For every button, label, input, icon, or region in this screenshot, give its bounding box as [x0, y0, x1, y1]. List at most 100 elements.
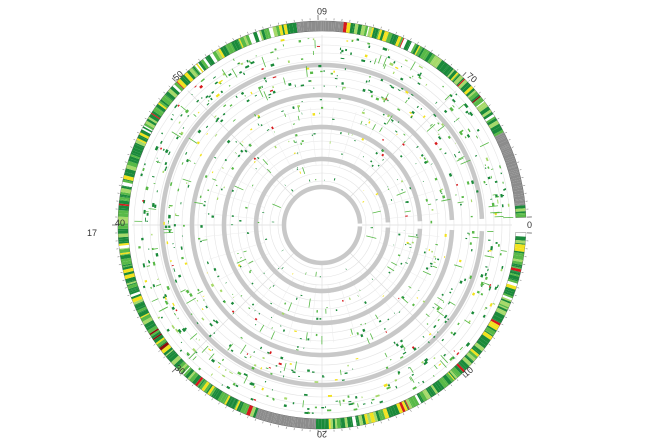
feature-segment: [232, 312, 235, 314]
band-segment: [197, 378, 205, 388]
feature-segment: [352, 368, 354, 370]
feature-segment: [469, 275, 473, 280]
band-segment: [200, 59, 209, 70]
band-segment: [118, 216, 129, 220]
band-segment: [345, 22, 351, 33]
band-segment: [121, 181, 133, 188]
tick-mark: [431, 398, 433, 401]
feature-segment: [383, 122, 387, 125]
feature-segment: [154, 204, 157, 209]
feature-segment: [387, 49, 390, 51]
feature-segment: [353, 408, 358, 411]
feature-streak: [305, 332, 308, 341]
feature-streak: [155, 160, 161, 164]
feature-streak: [458, 156, 465, 160]
tick-mark: [122, 169, 125, 171]
band-segment: [233, 39, 241, 51]
band-segment: [409, 396, 417, 408]
feature-segment: [432, 374, 435, 377]
feature-streak: [261, 56, 266, 68]
feature-segment: [354, 139, 356, 142]
feature-segment: [435, 101, 438, 104]
band-segment: [403, 400, 409, 411]
feature-segment: [268, 96, 271, 99]
feature-segment: [382, 138, 385, 141]
band-segment: [144, 123, 154, 131]
feature-segment: [375, 394, 380, 398]
feature-segment: [382, 113, 385, 116]
grid-spoke-minor: [217, 253, 270, 281]
feature-segment: [484, 167, 487, 169]
feature-segment: [197, 129, 202, 134]
feature-segment: [314, 381, 319, 383]
tick-mark: [130, 146, 133, 148]
band-segment: [376, 29, 381, 40]
feature-segment: [452, 331, 457, 336]
feature-segment: [242, 72, 246, 76]
band-segment: [509, 272, 520, 277]
band-segment: [490, 123, 501, 132]
feature-segment: [164, 293, 168, 298]
band-segment: [491, 317, 502, 324]
feature-segment: [345, 48, 348, 52]
band-segment: [462, 83, 472, 93]
feature-segment: [326, 307, 328, 309]
feature-segment: [413, 347, 417, 351]
grid-spoke-minor: [310, 107, 317, 166]
feature-segment: [319, 275, 321, 278]
grid-spoke-minor: [246, 271, 285, 317]
feature-segment: [205, 125, 209, 129]
tick-mark: [468, 368, 471, 371]
feature-segment: [418, 289, 420, 292]
band-segment: [355, 415, 359, 427]
feature-segment: [365, 124, 367, 126]
band-segment: [286, 23, 291, 34]
feature-streak: [410, 376, 415, 383]
feature-segment: [261, 85, 264, 88]
feature-segment: [466, 181, 470, 185]
feature-segment: [348, 400, 352, 403]
tick-mark: [153, 104, 156, 106]
band-segment: [280, 414, 286, 426]
band-segment: [484, 114, 495, 122]
feature-segment: [156, 157, 158, 159]
grid-spoke-minor: [287, 112, 305, 168]
feature-segment: [435, 243, 439, 246]
feature-segment: [434, 141, 438, 146]
band-segment: [495, 133, 505, 140]
feature-segment: [230, 349, 234, 353]
band-segment: [417, 392, 425, 403]
band-segment: [367, 26, 373, 38]
band-segment: [514, 202, 525, 205]
band-segment: [465, 88, 475, 97]
feature-streak: [234, 185, 244, 191]
feature-streak: [492, 194, 497, 196]
band-segment: [283, 24, 289, 35]
band-segment: [483, 111, 494, 120]
feature-streak: [427, 203, 432, 206]
band-segment: [143, 125, 153, 132]
tick-mark: [497, 330, 500, 333]
tick-mark: [144, 117, 147, 120]
band-segment: [119, 195, 131, 199]
band-segment: [135, 139, 146, 147]
feature-segment: [244, 149, 248, 153]
tick-mark: [153, 344, 156, 346]
feature-segment: [253, 351, 256, 354]
band-segment: [513, 193, 524, 197]
band-segment: [495, 309, 506, 316]
band-segment: [236, 401, 243, 412]
feature-segment: [303, 393, 308, 396]
feature-segment: [388, 271, 391, 274]
feature-segment: [362, 88, 366, 92]
band-segment: [120, 253, 131, 256]
feature-segment: [393, 244, 395, 246]
tick-mark: [517, 287, 520, 289]
feature-segment: [454, 142, 457, 144]
tick-mark: [136, 131, 139, 134]
feature-segment: [362, 403, 366, 405]
feature-segment: [319, 318, 322, 320]
feature-segment: [488, 249, 492, 252]
tick-mark: [262, 26, 264, 29]
band-segment: [361, 414, 367, 425]
